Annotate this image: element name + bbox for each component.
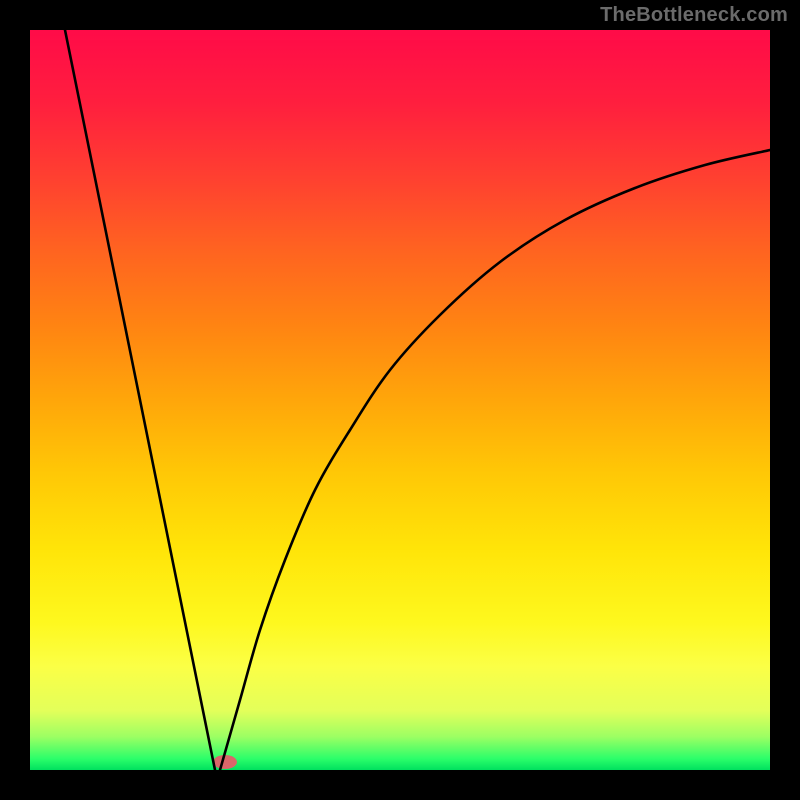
- chart-frame: TheBottleneck.com: [0, 0, 800, 800]
- watermark-text: TheBottleneck.com: [600, 4, 788, 27]
- plot-area: [30, 30, 770, 770]
- chart-svg: [30, 30, 770, 770]
